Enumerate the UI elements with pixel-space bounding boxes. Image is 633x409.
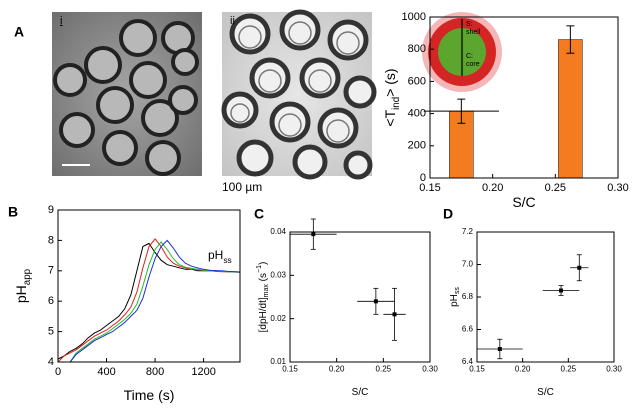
y-axis-label-part: app xyxy=(22,268,33,285)
inset-text: S: xyxy=(466,21,473,28)
point xyxy=(577,265,582,270)
y-axis-label: pHss xyxy=(449,287,462,307)
panel-label: D xyxy=(443,206,453,222)
y-axis-label-part: (s xyxy=(258,273,269,284)
y-axis-label-part: max xyxy=(263,284,270,298)
x-tick-label: 0.20 xyxy=(482,182,503,194)
y-axis-label: pHapp xyxy=(13,268,33,303)
scale-bar-label: 100 µm xyxy=(222,180,262,194)
y-tick-label: 6.6 xyxy=(462,325,474,334)
y-tick-label: 6.4 xyxy=(462,357,474,366)
x-tick-label: 400 xyxy=(97,366,115,378)
plot-frame xyxy=(429,16,619,179)
y-axis-label-part: −1 xyxy=(256,265,263,273)
y-tick-label: 1000 xyxy=(402,11,426,23)
x-tick-label: 0.25 xyxy=(545,182,566,194)
y-axis-label-part: ind xyxy=(391,97,402,110)
x-axis-label-part: S/C xyxy=(352,387,369,398)
y-tick-label: 400 xyxy=(408,108,426,120)
x-tick-label: 0.30 xyxy=(607,182,628,194)
y-axis-label-part: [dpH/dt] xyxy=(258,297,269,332)
micrograph-ii xyxy=(221,9,377,180)
point xyxy=(373,299,378,304)
y-tick-label: 0.04 xyxy=(270,227,286,236)
point xyxy=(559,288,564,293)
x-axis-label-part: Time (s) xyxy=(124,387,175,403)
panel-label: B xyxy=(8,204,18,220)
inset-text: shell xyxy=(466,29,481,36)
x-tick-label: 0.20 xyxy=(515,364,531,373)
x-axis-label: S/C xyxy=(537,387,554,398)
image-label: ii xyxy=(230,15,235,27)
x-tick-label: 0.25 xyxy=(561,364,577,373)
point xyxy=(497,347,502,351)
x-axis-label: Time (s) xyxy=(124,387,175,403)
y-axis-label-part: pH xyxy=(13,285,29,303)
x-axis-label-part: S/C xyxy=(537,387,554,398)
y-tick-label: 6 xyxy=(48,295,54,307)
y-axis-label: <Tind> (s) xyxy=(382,68,402,126)
inset-text: core xyxy=(466,61,480,68)
x-tick-label: 0.15 xyxy=(469,364,485,373)
y-tick-label: 9 xyxy=(48,204,54,216)
y-axis-label-part: pH xyxy=(449,294,460,307)
y-tick-label: 0.03 xyxy=(270,270,286,279)
plot-frame xyxy=(57,209,241,363)
y-tick-label: 200 xyxy=(408,140,426,152)
x-axis-label: S/C xyxy=(352,387,369,398)
annotation-part: pH xyxy=(208,248,223,262)
y-tick-label: 800 xyxy=(408,43,426,55)
image-label: i xyxy=(60,15,62,27)
plot-frame xyxy=(476,231,615,363)
y-axis-label-part: ) xyxy=(258,262,269,265)
y-tick-label: 600 xyxy=(408,75,426,87)
x-tick-label: 0.30 xyxy=(422,364,438,373)
x-tick-label: 0.20 xyxy=(329,364,345,373)
y-tick-label: 8 xyxy=(48,234,54,246)
y-tick-label: 6.8 xyxy=(462,292,474,301)
panel-label: C xyxy=(254,206,264,222)
x-tick-label: 0.15 xyxy=(419,182,440,194)
y-tick-label: 7.0 xyxy=(462,260,474,269)
point xyxy=(311,232,316,237)
y-tick-label: 0 xyxy=(420,172,426,184)
x-tick-label: 0.15 xyxy=(282,364,298,373)
x-tick-label: 0.25 xyxy=(376,364,392,373)
point xyxy=(392,312,397,317)
x-axis-label-part: S/C xyxy=(512,194,535,210)
annotation-part: ss xyxy=(223,255,231,265)
y-axis-label: [dpH/dt]max (s−1) xyxy=(256,262,270,333)
y-axis-label-part: <T xyxy=(382,109,398,126)
data-line xyxy=(69,239,241,363)
y-axis-label-part: > (s) xyxy=(382,68,398,96)
y-tick-label: 7.2 xyxy=(462,227,474,236)
x-tick-label: 1200 xyxy=(191,366,215,378)
x-axis-label: S/C xyxy=(512,194,535,210)
y-tick-label: 0.02 xyxy=(270,314,286,323)
y-tick-label: 4 xyxy=(48,356,54,368)
x-tick-label: 800 xyxy=(146,366,164,378)
x-tick-label: 0 xyxy=(55,366,61,378)
annotation: pHss xyxy=(208,248,232,265)
y-tick-label: 0.01 xyxy=(270,357,286,366)
y-axis-label-part: ss xyxy=(454,287,461,295)
y-tick-label: 5 xyxy=(48,326,54,338)
bar xyxy=(558,39,583,179)
y-tick-label: 7 xyxy=(48,265,54,277)
panel-label: A xyxy=(14,24,24,40)
x-tick-label: 0.30 xyxy=(606,364,622,373)
inset-text: C: xyxy=(466,53,473,60)
micrograph-i xyxy=(52,12,202,176)
plot-frame xyxy=(289,231,431,363)
